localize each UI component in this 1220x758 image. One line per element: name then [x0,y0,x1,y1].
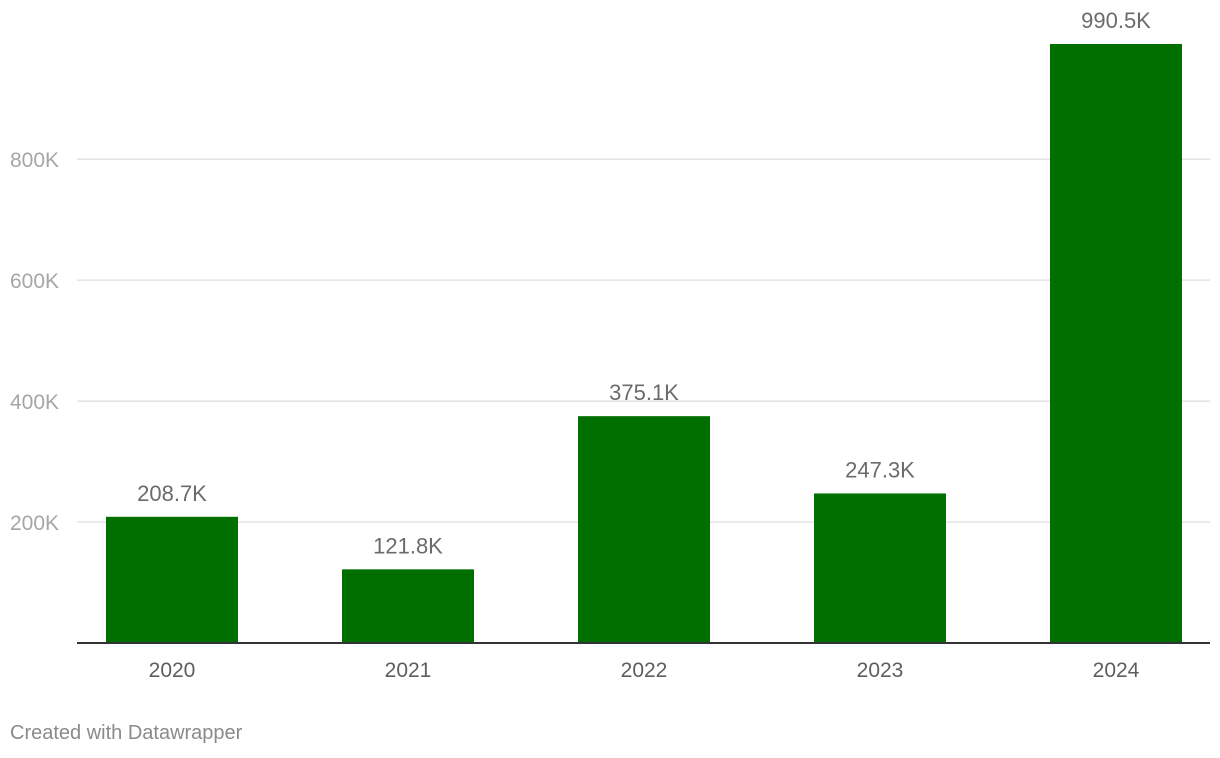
y-tick-label: 400K [10,391,59,414]
x-tick-label-2024: 2024 [1093,659,1140,682]
bar-2020 [106,516,238,643]
y-tick-label: 800K [10,149,59,172]
x-tick-label-2020: 2020 [149,659,196,682]
x-tick-label-2021: 2021 [385,659,432,682]
bars [106,44,1182,643]
bar-2021 [342,569,474,643]
datawrapper-credit-link[interactable]: Created with Datawrapper [10,722,243,744]
value-label-2022: 375.1K [609,380,679,405]
x-tick-label-2022: 2022 [621,659,668,682]
value-label-2021: 121.8K [373,533,443,558]
bar-2022 [578,416,710,643]
bar-2023 [814,493,946,643]
value-label-2024: 990.5K [1081,8,1151,33]
y-axis-tick-labels: 200K 400K 600K 800K [10,149,59,535]
x-axis-tick-labels: 2020 2021 2022 2023 2024 [149,659,1140,682]
x-tick-label-2023: 2023 [857,659,904,682]
y-tick-label: 200K [10,512,59,535]
value-label-2020: 208.7K [137,481,207,506]
value-label-2023: 247.3K [845,457,915,482]
bar-chart: 200K 400K 600K 800K 208.7K 121.8K 375.1K 247.3… [10,8,1210,682]
bar-2024 [1050,44,1182,643]
y-tick-label: 600K [10,270,59,293]
value-labels: 208.7K 121.8K 375.1K 247.3K 990.5K [137,8,1151,558]
